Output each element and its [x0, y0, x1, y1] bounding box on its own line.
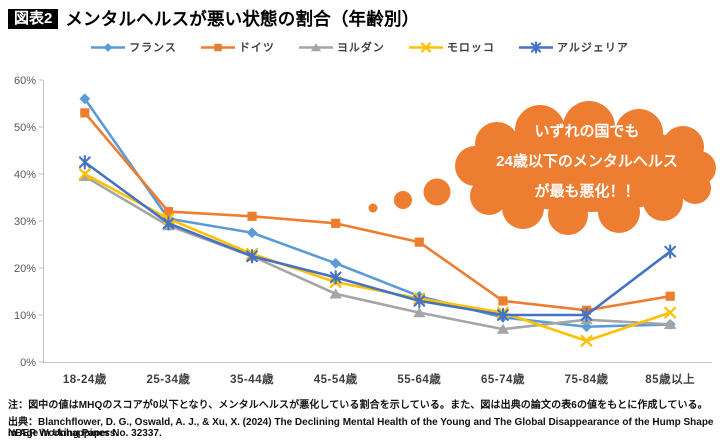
thought-bubble-cloud — [455, 101, 716, 235]
x-axis-label: 35-44歳 — [230, 372, 274, 386]
series-line-france — [83, 98, 671, 329]
x-axis-label: 25-34歳 — [146, 372, 190, 386]
y-axis-label: 20% — [14, 263, 36, 275]
legend-item-germany: ドイツ — [200, 39, 275, 55]
chart-series — [78, 93, 677, 347]
x-axis-label: 75-84歳 — [565, 372, 609, 386]
series-line-algeria — [84, 161, 671, 317]
source-text: 出典：Blanchflower, D. G., Oswald, A. J., &… — [8, 417, 714, 439]
legend-label: ヨルダン — [336, 42, 385, 54]
y-axis-label: 30% — [14, 216, 36, 228]
y-axis-label: 0% — [20, 357, 36, 369]
legend-marker-x-icon — [408, 41, 443, 53]
title-bar: 図表2 メンタルヘルスが悪い状態の割合（年齢別） — [8, 6, 419, 31]
legend-item-france: フランス — [91, 39, 177, 55]
chart-axes: 0% 10% 20% 30% 40% 50% 60% 18-24歳 25-34歳 35-44歳 45… — [14, 75, 712, 386]
x-axis-label: 85歳以上 — [645, 372, 695, 386]
series-line-germany — [83, 112, 671, 312]
legend-item-jordan: ヨルダン — [298, 39, 385, 55]
series-algeria — [78, 154, 677, 323]
legend-label: モロッコ — [446, 42, 495, 54]
x-axis-label: 45-54歳 — [314, 372, 358, 386]
axis-lines — [43, 80, 712, 363]
legend-label: フランス — [129, 42, 177, 54]
note-text: 注：図中の値はMHQのスコアが0以下となり、メンタルヘルスが悪化している割合を示… — [8, 400, 708, 411]
legend-marker-diamond-icon — [91, 42, 126, 52]
legend-item-morocco: モロッコ — [408, 39, 495, 55]
figure-title: メンタルヘルスが悪い状態の割合（年齢別） — [65, 9, 420, 29]
bubble-line-2: 24歳以下のメンタルヘルス — [496, 152, 678, 170]
y-axis-label: 50% — [14, 122, 36, 134]
legend-label: ドイツ — [238, 42, 275, 54]
line-chart: 0% 10% 20% 30% 40% 50% 60% 18-24歳 25-34歳 35-44歳 45… — [14, 75, 716, 386]
y-axis-label: 60% — [14, 75, 36, 87]
source-text-2: NBER Working Paper No. 32337. — [8, 428, 162, 439]
y-axis-label: 10% — [14, 310, 36, 322]
bubble-line-3: が最も悪化！！ — [534, 182, 639, 200]
figure-number-badge: 図表2 — [8, 8, 59, 29]
legend-marker-triangle-icon — [298, 42, 333, 51]
legend-marker-asterisk-icon — [518, 40, 553, 54]
x-axis-label: 65-74歳 — [481, 372, 525, 386]
x-axis-label: 55-64歳 — [397, 372, 441, 386]
legend-marker-square-icon — [200, 43, 235, 51]
legend-item-algeria: アルジェリア — [518, 39, 629, 55]
legend-label: アルジェリア — [556, 42, 629, 54]
thought-bubble: いずれの国でも 24歳以下のメンタルヘルス が最も悪化！！ — [368, 101, 716, 235]
thought-bubble-text: いずれの国でも 24歳以下のメンタルヘルス が最も悪化！！ — [496, 122, 678, 200]
y-axis-label: 40% — [14, 169, 36, 181]
thought-bubble-dots — [368, 178, 451, 213]
bubble-line-1: いずれの国でも — [534, 122, 639, 140]
series-germany — [80, 108, 675, 315]
series-line-jordan — [84, 175, 671, 331]
chart-legend: フランス ドイツ ヨルダン モロッコ アルジェリア — [0, 39, 720, 55]
x-axis-label: 18-24歳 — [63, 372, 107, 386]
